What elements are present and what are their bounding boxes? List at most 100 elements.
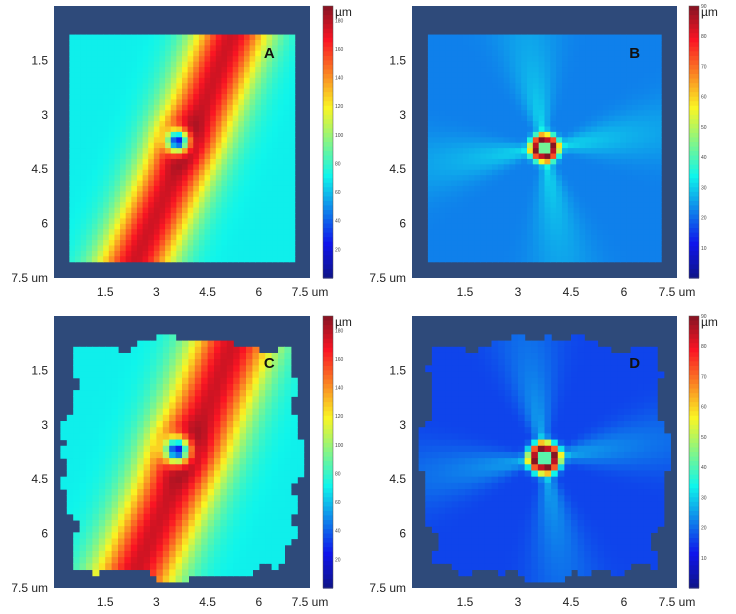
- heatmap-cell: [246, 526, 253, 533]
- heatmap-cell: [148, 169, 155, 176]
- heatmap-cell: [198, 256, 206, 263]
- heatmap-cell: [73, 538, 81, 546]
- heatmap-cell: [246, 427, 253, 434]
- heatmap-cell: [556, 34, 563, 41]
- heatmap-cell: [596, 142, 604, 149]
- heatmap-cell: [130, 519, 138, 527]
- heatmap-cell: [445, 88, 452, 95]
- heatmap-cell: [91, 213, 99, 220]
- heatmap-cell: [637, 250, 645, 257]
- heatmap-cell: [176, 39, 183, 46]
- colorbar-step: [689, 137, 699, 143]
- heatmap-cell: [289, 131, 296, 138]
- heatmap-cell: [451, 207, 458, 214]
- heatmap-cell: [227, 39, 234, 46]
- heatmap-cell: [111, 501, 119, 509]
- heatmap-cell: [278, 519, 285, 527]
- heatmap-cell: [252, 414, 260, 422]
- heatmap-cell: [266, 88, 273, 95]
- heatmap-cell: [69, 234, 76, 241]
- heatmap-cell: [474, 164, 481, 171]
- heatmap-cell: [201, 519, 209, 527]
- heatmap-cell: [577, 346, 585, 354]
- heatmap-cell: [427, 218, 435, 225]
- heatmap-cell: [474, 88, 481, 95]
- heatmap-cell: [643, 153, 651, 160]
- heatmap-cell: [175, 396, 183, 404]
- heatmap-cell: [130, 445, 138, 453]
- heatmap-cell: [637, 50, 645, 57]
- heatmap-cell: [255, 169, 262, 176]
- heatmap-cell: [246, 390, 253, 397]
- heatmap-cell: [108, 83, 116, 90]
- heatmap-cell: [608, 229, 616, 236]
- heatmap-cell: [214, 352, 221, 360]
- heatmap-cell: [86, 352, 93, 360]
- heatmap-cell: [169, 346, 177, 354]
- heatmap-cell: [579, 121, 586, 128]
- heatmap-cell: [486, 34, 493, 41]
- heatmap-cell: [238, 202, 245, 209]
- heatmap-cell: [150, 470, 157, 478]
- heatmap-cell: [86, 427, 93, 434]
- heatmap-cell: [538, 158, 546, 165]
- heatmap-cell: [156, 458, 164, 465]
- heatmap-cell: [474, 240, 481, 247]
- heatmap-cell: [150, 346, 157, 354]
- heatmap-cell: [271, 550, 279, 558]
- heatmap-cell: [156, 396, 164, 404]
- heatmap-cell: [159, 39, 166, 46]
- heatmap-cell: [591, 213, 598, 220]
- heatmap-cell: [98, 408, 106, 416]
- heatmap-cell: [614, 196, 621, 203]
- heatmap-cell: [105, 371, 113, 379]
- heatmap-cell: [124, 489, 132, 496]
- heatmap-cell: [557, 346, 565, 354]
- heatmap-cell: [602, 104, 610, 111]
- heatmap-cell: [608, 45, 616, 52]
- heatmap-cell: [233, 458, 241, 465]
- heatmap-cell: [573, 72, 581, 79]
- heatmap-cell: [120, 83, 127, 90]
- heatmap-cell: [289, 164, 296, 171]
- heatmap-cell: [111, 427, 119, 434]
- heatmap-cell: [170, 39, 177, 46]
- heatmap-cell: [283, 94, 290, 101]
- heatmap-cell: [260, 207, 268, 214]
- heatmap-cell: [573, 131, 581, 138]
- heatmap-cell: [561, 164, 569, 171]
- heatmap-cell: [131, 196, 138, 203]
- heatmap-cell: [544, 50, 551, 57]
- heatmap-cell: [227, 175, 234, 182]
- heatmap-cell: [255, 223, 262, 230]
- heatmap-cell: [492, 99, 499, 106]
- heatmap-cell: [142, 240, 149, 247]
- heatmap-cell: [215, 88, 223, 95]
- heatmap-cell: [468, 223, 476, 230]
- heatmap-cell: [156, 383, 164, 391]
- colorbar-step: [689, 237, 699, 243]
- heatmap-cell: [69, 218, 76, 225]
- colorbar-step: [689, 264, 699, 270]
- heatmap-cell: [86, 538, 93, 546]
- heatmap-cell: [573, 218, 581, 225]
- heatmap-cell: [626, 110, 633, 117]
- heatmap-cell: [573, 169, 581, 176]
- heatmap-cell: [277, 245, 284, 252]
- heatmap-cell: [193, 94, 200, 101]
- heatmap-cell: [175, 513, 183, 521]
- heatmap-cell: [103, 245, 110, 252]
- heatmap-cell: [585, 175, 592, 182]
- heatmap-cell: [585, 45, 592, 52]
- heatmap-cell: [249, 39, 256, 46]
- heatmap-cell: [451, 50, 458, 57]
- heatmap-cell: [637, 142, 645, 149]
- heatmap-cell: [527, 99, 534, 106]
- heatmap-cell: [614, 180, 621, 187]
- heatmap-cell: [266, 207, 273, 214]
- heatmap-cell: [207, 569, 215, 577]
- heatmap-cell: [182, 507, 189, 515]
- heatmap-cell: [260, 126, 268, 133]
- heatmap-cell: [271, 390, 279, 397]
- heatmap-cell: [120, 148, 127, 155]
